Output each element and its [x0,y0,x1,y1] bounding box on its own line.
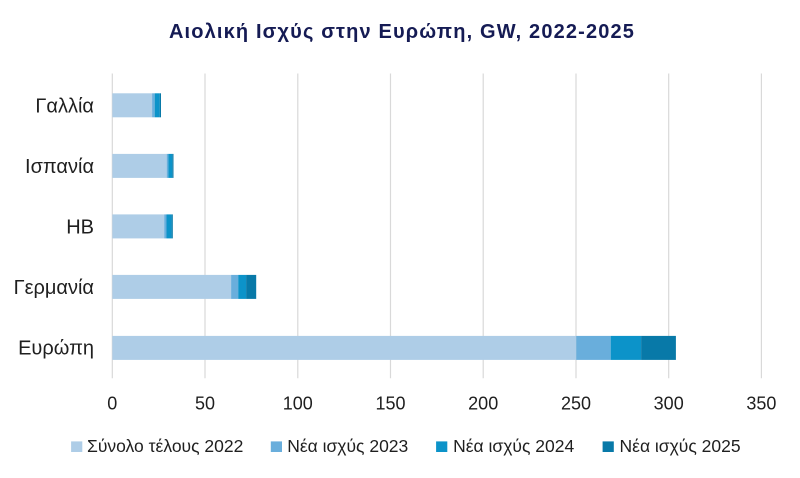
svg-text:200: 200 [468,394,498,414]
svg-text:Νέα ισχύς 2024: Νέα ισχύς 2024 [453,436,574,456]
svg-text:Αιολική Ισχύς στην Ευρώπη, GW,: Αιολική Ισχύς στην Ευρώπη, GW, 2022-2025 [169,21,635,43]
svg-text:Γαλλία: Γαλλία [35,95,94,117]
svg-text:250: 250 [561,394,591,414]
svg-text:Σύνολο τέλους 2022: Σύνολο τέλους 2022 [87,436,243,456]
svg-text:Νέα ισχύς 2025: Νέα ισχύς 2025 [620,436,741,456]
svg-text:300: 300 [654,394,684,414]
svg-text:Νέα ισχύς 2023: Νέα ισχύς 2023 [287,436,408,456]
svg-text:100: 100 [283,394,313,414]
svg-text:350: 350 [746,394,776,414]
svg-text:50: 50 [195,394,215,414]
svg-text:Γερμανία: Γερμανία [14,277,94,299]
svg-text:Ευρώπη: Ευρώπη [18,338,94,360]
svg-text:ΗΒ: ΗΒ [66,216,94,238]
svg-text:150: 150 [375,394,405,414]
svg-text:Ισπανία: Ισπανία [25,156,94,178]
svg-text:0: 0 [107,394,117,414]
